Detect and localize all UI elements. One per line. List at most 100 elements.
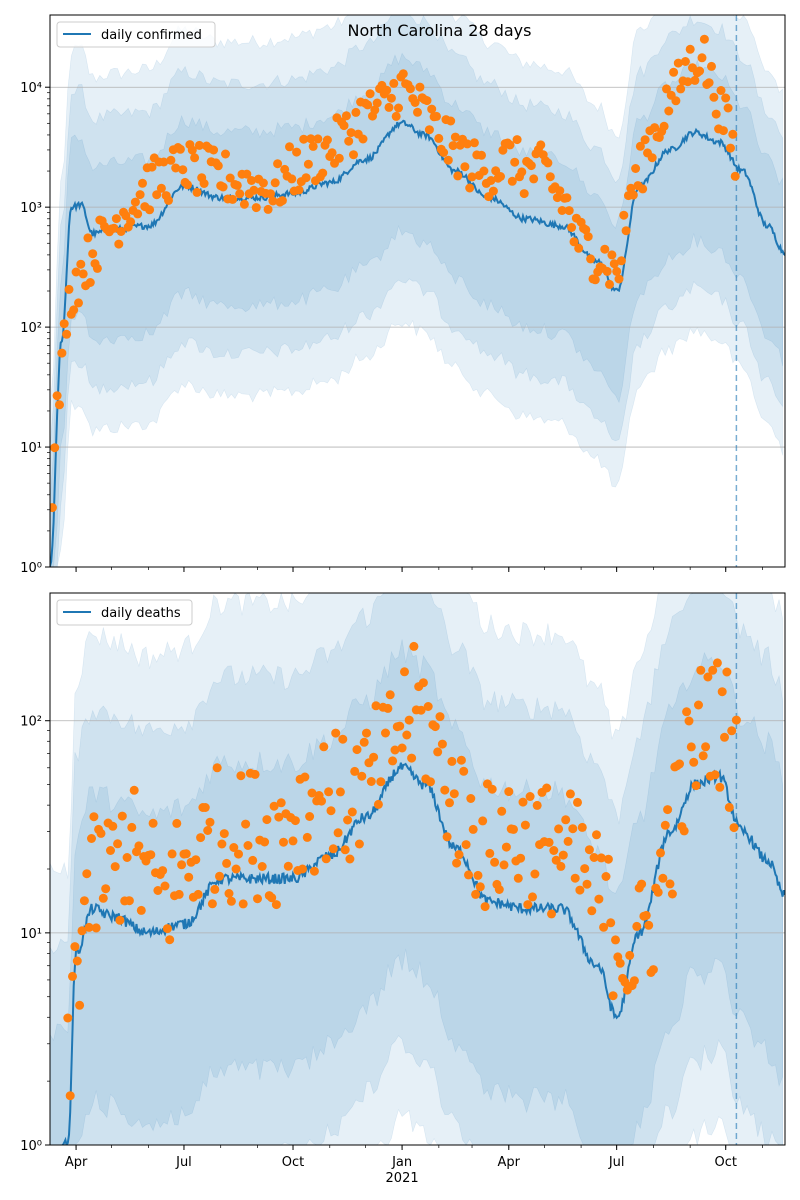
- observed-point: [209, 145, 219, 155]
- observed-point: [486, 176, 496, 185]
- observed-point: [454, 850, 464, 860]
- observed-point: [192, 187, 202, 197]
- observed-point: [487, 784, 497, 794]
- observed-point: [266, 189, 275, 199]
- observed-point: [720, 732, 729, 742]
- observed-point: [665, 879, 675, 889]
- observed-point: [70, 942, 80, 952]
- observed-point: [242, 169, 252, 179]
- observed-point: [50, 503, 57, 513]
- observed-point: [236, 771, 246, 781]
- observed-point: [573, 797, 582, 807]
- observed-point: [85, 278, 95, 287]
- observed-point: [162, 924, 172, 934]
- observed-point: [212, 763, 222, 773]
- observed-point: [164, 195, 173, 205]
- observed-point: [366, 777, 376, 786]
- observed-point: [510, 157, 520, 167]
- uncertainty-band: [50, 593, 783, 1145]
- observed-point: [243, 841, 253, 850]
- observed-point: [424, 125, 434, 135]
- observed-point: [181, 849, 191, 859]
- observed-point: [625, 950, 635, 960]
- observed-point: [675, 759, 684, 769]
- deaths-uncertainty-bands: [50, 593, 783, 1145]
- observed-point: [317, 796, 326, 806]
- observed-point: [72, 956, 82, 966]
- observed-point: [450, 132, 460, 142]
- observed-point: [263, 204, 273, 214]
- observed-point: [581, 225, 591, 235]
- observed-point: [525, 792, 535, 801]
- observed-point: [488, 186, 498, 196]
- observed-point: [568, 824, 578, 834]
- observed-point: [344, 136, 354, 146]
- observed-point: [239, 199, 249, 209]
- legend-label-daily-deaths: daily deaths: [101, 606, 181, 621]
- observed-point: [638, 184, 648, 194]
- observed-point: [52, 391, 62, 401]
- confirmed-x-axis: [75, 567, 763, 572]
- confirmed-model-line: [50, 119, 785, 567]
- observed-point: [564, 206, 574, 216]
- observed-point: [175, 144, 185, 154]
- observed-point: [551, 855, 561, 865]
- observed-point: [545, 172, 555, 182]
- observed-point: [376, 777, 386, 787]
- observed-point: [611, 935, 620, 945]
- observed-point: [232, 180, 242, 190]
- observed-point: [395, 721, 405, 731]
- x-tick-label: Oct: [714, 1155, 736, 1170]
- observed-point: [439, 148, 449, 157]
- observed-point: [449, 789, 459, 799]
- observed-point: [699, 34, 709, 44]
- observed-point: [89, 812, 99, 822]
- observed-point: [707, 61, 716, 71]
- observed-point: [494, 885, 504, 894]
- observed-point: [193, 889, 203, 899]
- observed-point: [459, 766, 469, 776]
- observed-point: [309, 866, 319, 876]
- observed-point: [490, 857, 500, 867]
- observed-point: [664, 106, 674, 116]
- observed-point: [445, 798, 454, 808]
- x-tick-label: Oct: [282, 1155, 304, 1170]
- observed-point: [453, 171, 463, 181]
- x-tick-label: Jan: [391, 1155, 412, 1170]
- observed-point: [218, 182, 228, 192]
- observed-point: [231, 864, 241, 874]
- observed-point: [171, 163, 181, 173]
- observed-point: [606, 918, 616, 928]
- observed-point: [362, 728, 371, 738]
- observed-point: [159, 157, 169, 167]
- observed-point: [448, 141, 458, 151]
- observed-point: [363, 100, 373, 110]
- observed-point: [731, 715, 741, 725]
- deaths-y-axis: 10⁰ 10¹ 10²: [20, 715, 50, 1154]
- observed-point: [253, 894, 262, 904]
- observed-point: [626, 183, 636, 193]
- observed-point: [191, 855, 201, 865]
- observed-point: [109, 223, 119, 233]
- observed-point: [381, 728, 390, 738]
- observed-point: [248, 855, 258, 865]
- observed-point: [628, 190, 638, 200]
- observed-point: [257, 862, 267, 871]
- observed-point: [562, 193, 572, 203]
- observed-point: [509, 824, 518, 834]
- observed-point: [554, 824, 564, 834]
- observed-point: [497, 806, 507, 816]
- observed-point: [229, 843, 239, 852]
- observed-point: [127, 822, 137, 832]
- observed-point: [124, 896, 134, 906]
- observed-point: [373, 799, 383, 809]
- observed-point: [335, 787, 345, 797]
- observed-point: [640, 135, 650, 145]
- observed-point: [696, 665, 706, 675]
- observed-point: [536, 140, 546, 150]
- observed-point: [288, 836, 298, 846]
- observed-point: [620, 977, 630, 987]
- observed-point: [64, 284, 74, 294]
- observed-point: [587, 906, 597, 916]
